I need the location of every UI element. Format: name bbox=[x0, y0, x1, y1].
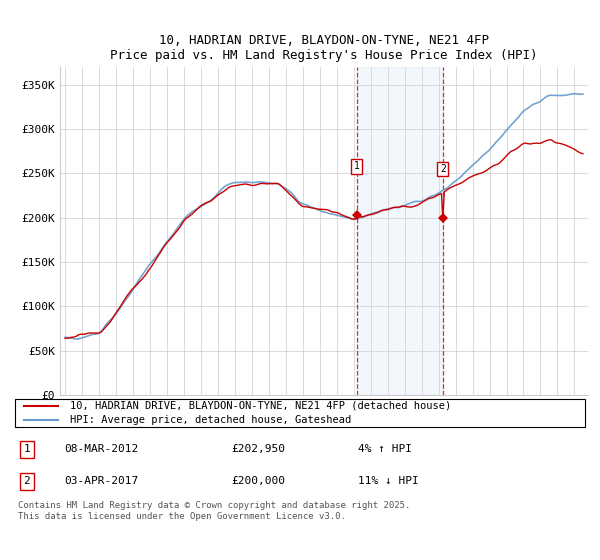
Text: 1: 1 bbox=[23, 444, 30, 454]
Text: 03-APR-2017: 03-APR-2017 bbox=[64, 477, 138, 487]
Text: 2: 2 bbox=[23, 477, 30, 487]
Text: 2: 2 bbox=[440, 164, 446, 174]
Bar bbox=[356, 67, 443, 395]
Text: 11% ↓ HPI: 11% ↓ HPI bbox=[358, 477, 418, 487]
Text: Contains HM Land Registry data © Crown copyright and database right 2025.
This d: Contains HM Land Registry data © Crown c… bbox=[18, 501, 410, 521]
Text: HPI: Average price, detached house, Gateshead: HPI: Average price, detached house, Gate… bbox=[70, 415, 351, 425]
Text: £200,000: £200,000 bbox=[231, 477, 285, 487]
Text: 10, HADRIAN DRIVE, BLAYDON-ON-TYNE, NE21 4FP (detached house): 10, HADRIAN DRIVE, BLAYDON-ON-TYNE, NE21… bbox=[70, 401, 451, 411]
Text: 4% ↑ HPI: 4% ↑ HPI bbox=[358, 444, 412, 454]
FancyBboxPatch shape bbox=[15, 399, 585, 427]
Text: £202,950: £202,950 bbox=[231, 444, 285, 454]
Text: 1: 1 bbox=[353, 161, 359, 171]
Text: 08-MAR-2012: 08-MAR-2012 bbox=[64, 444, 138, 454]
Title: 10, HADRIAN DRIVE, BLAYDON-ON-TYNE, NE21 4FP
Price paid vs. HM Land Registry's H: 10, HADRIAN DRIVE, BLAYDON-ON-TYNE, NE21… bbox=[110, 34, 538, 62]
